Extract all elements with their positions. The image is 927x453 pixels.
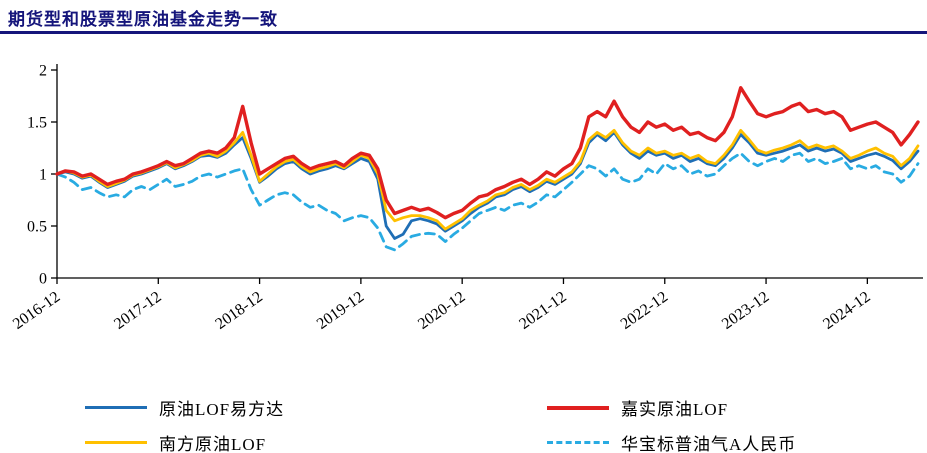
y-tick-label: 1.5 xyxy=(27,115,47,132)
legend-item-nanfang-oil-lof: 南方原油LOF xyxy=(85,430,537,453)
x-tick-label: 2017-12 xyxy=(111,288,164,333)
chart-title: 期货型和股票型原油基金走势一致 xyxy=(8,10,278,29)
legend-line-cyan-dashed xyxy=(547,441,609,444)
legend-label: 南方原油LOF xyxy=(159,435,267,453)
legend-line-blue-solid xyxy=(85,406,147,409)
x-tick-label: 2019-12 xyxy=(314,288,367,333)
title-underline-rule xyxy=(0,31,927,34)
legend-item-yfd-oil-lof: 原油LOF易方达 xyxy=(85,395,537,420)
x-tick-label: 2018-12 xyxy=(212,288,265,333)
x-tick-label: 2016-12 xyxy=(10,288,63,333)
legend-label: 原油LOF易方达 xyxy=(159,400,285,419)
y-tick-label: 0 xyxy=(39,271,47,288)
x-tick-label: 2021-12 xyxy=(516,288,569,333)
y-tick-label: 1 xyxy=(39,167,47,184)
legend-line-red-solid xyxy=(547,405,609,410)
x-tick-label: 2020-12 xyxy=(415,288,468,333)
series-line-1 xyxy=(55,86,920,220)
chart-legend: 原油LOF易方达 嘉实原油LOF 南方原油LOF 华宝标普油气A人民币 xyxy=(85,395,875,453)
legend-item-jiashi-oil-lof: 嘉实原油LOF xyxy=(547,395,875,420)
line-chart: 0 0.5 1 1.5 2 2016-12 2017-12 2018-12 2019-12 202… xyxy=(10,63,923,333)
legend-item-huabao-sp-oilgas: 华宝标普油气A人民币 xyxy=(547,430,875,453)
series-line-2 xyxy=(55,128,920,231)
x-tick-label: 2022-12 xyxy=(618,288,671,333)
legend-label: 华宝标普油气A人民币 xyxy=(621,435,797,453)
series-line-3 xyxy=(55,151,920,252)
legend-label: 嘉实原油LOF xyxy=(621,400,729,419)
y-tick-label: 2 xyxy=(39,63,47,80)
legend-line-yellow-solid xyxy=(85,441,147,444)
series-line-0 xyxy=(55,131,920,240)
x-tick-label: 2024-12 xyxy=(820,288,873,333)
y-tick-label: 0.5 xyxy=(27,219,47,236)
x-tick-label: 2023-12 xyxy=(719,288,772,333)
